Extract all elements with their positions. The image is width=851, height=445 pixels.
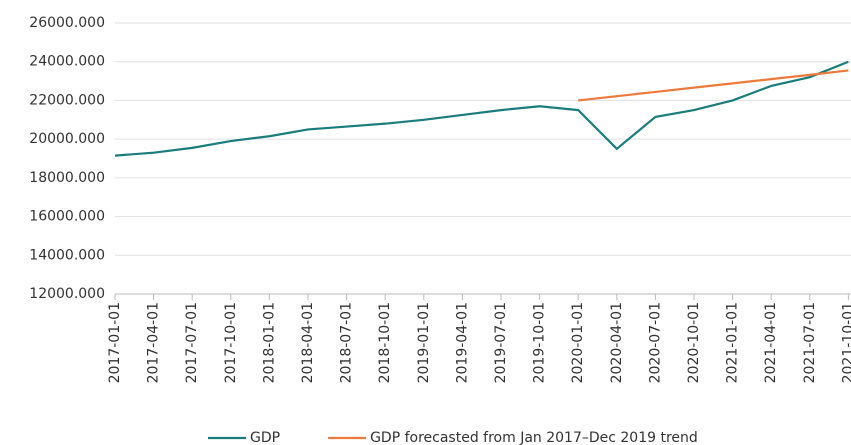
x-tick-label: 2018-07-01 [339, 302, 355, 383]
x-tick-label: 2017-10-01 [223, 302, 239, 383]
x-tick-label: 2018-01-01 [261, 302, 277, 383]
x-tick-label: 2020-07-01 [647, 302, 663, 383]
y-tick-label: 16000.000 [29, 209, 105, 225]
y-tick-label: 26000.000 [29, 15, 105, 31]
x-tick-label: 2018-04-01 [300, 302, 316, 383]
x-tick-label: 2017-07-01 [184, 302, 200, 383]
y-tick-label: 12000.000 [29, 286, 105, 302]
x-tick-label: 2019-04-01 [454, 302, 470, 383]
x-tick-label: 2021-10-01 [840, 302, 851, 383]
x-tick-label: 2021-01-01 [725, 302, 741, 383]
x-tick-label: 2020-04-01 [609, 302, 625, 383]
legend-label: GDP [250, 430, 280, 445]
series-line [114, 60, 849, 157]
y-tick-label: 24000.000 [29, 54, 105, 70]
x-tick-label: 2017-04-01 [146, 302, 162, 383]
x-tick-label: 2020-01-01 [570, 302, 586, 383]
x-tick-label: 2019-10-01 [532, 302, 548, 383]
x-tick-label: 2020-10-01 [686, 302, 702, 383]
x-tick-label: 2019-01-01 [416, 302, 432, 383]
y-tick-label: 18000.000 [29, 170, 105, 186]
y-tick-label: 20000.000 [29, 131, 105, 147]
x-tick-label: 2021-07-01 [802, 302, 818, 383]
y-tick-label: 22000.000 [29, 92, 105, 108]
x-tick-label: 2018-10-01 [377, 302, 393, 383]
series-line [578, 69, 849, 102]
x-tick-label: 2021-04-01 [763, 302, 779, 383]
x-tick-label: 2017-01-01 [107, 302, 123, 383]
y-tick-label: 14000.000 [29, 247, 105, 263]
legend-label: GDP forecasted from Jan 2017–Dec 2019 tr… [370, 430, 698, 445]
x-tick-label: 2019-07-01 [493, 302, 509, 383]
